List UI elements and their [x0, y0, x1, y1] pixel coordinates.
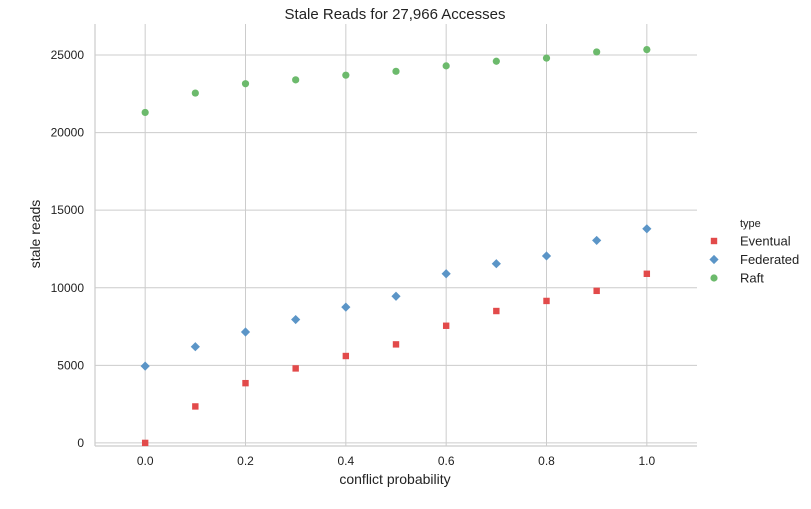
raft-point — [492, 57, 500, 65]
eventual-point — [141, 439, 149, 447]
federated-legend-marker — [709, 254, 719, 265]
federated-point — [190, 342, 200, 352]
raft-point — [342, 71, 350, 79]
federated-point — [341, 302, 351, 312]
y-tick-labels: 0 5000 10000 15000 20000 25000 — [51, 48, 85, 450]
x-tick-label: 0.8 — [538, 454, 555, 468]
x-axis-title: conflict probability — [339, 471, 450, 487]
raft-point — [392, 67, 400, 75]
eventual-point — [442, 322, 450, 329]
raft-point — [593, 48, 601, 56]
eventual-legend-label: Eventual — [740, 234, 791, 249]
raft-point — [542, 54, 551, 62]
federated-point — [240, 327, 251, 337]
x-tick-label: 1.0 — [638, 454, 655, 468]
raft-point — [442, 62, 450, 70]
chart-title: Stale Reads for 27,966 Accesses — [285, 6, 506, 23]
legend: type Eventual Federated Raft — [709, 218, 799, 286]
eventual-legend-marker — [710, 237, 718, 245]
grid-lines — [95, 24, 697, 446]
eventual-point — [543, 297, 550, 305]
federated-point — [541, 251, 552, 261]
y-axis-title: stale reads — [27, 200, 43, 268]
raft-point — [643, 45, 651, 54]
x-tick-labels: 0.0 0.2 0.4 0.6 0.8 1.0 — [137, 454, 656, 468]
eventual-point — [493, 307, 500, 315]
eventual-point — [593, 287, 600, 295]
x-tick-label: 0.4 — [337, 454, 354, 468]
raft-legend-marker — [710, 274, 718, 282]
raft-point — [141, 108, 149, 117]
x-tick-label: 0.2 — [237, 454, 254, 468]
raft-point — [292, 76, 300, 84]
federated-point — [441, 269, 451, 279]
federated-point — [140, 361, 150, 371]
eventual-point — [292, 365, 299, 372]
x-tick-label: 0.6 — [438, 454, 455, 468]
raft-point — [241, 80, 250, 88]
eventual-point — [342, 352, 350, 360]
eventual-point — [242, 379, 249, 387]
y-tick-label: 25000 — [51, 48, 85, 62]
y-tick-label: 10000 — [51, 281, 85, 295]
y-tick-label: 5000 — [57, 358, 84, 372]
raft-point — [191, 89, 199, 97]
y-tick-label: 15000 — [51, 203, 85, 217]
federated-point — [592, 235, 602, 246]
eventual-point — [392, 341, 400, 348]
eventual-point — [192, 403, 199, 410]
federated-point — [491, 259, 501, 269]
federated-point — [642, 224, 652, 234]
raft-legend-label: Raft — [740, 271, 764, 286]
axes — [94, 24, 697, 447]
federated-point — [391, 291, 401, 301]
federated-legend-label: Federated — [740, 252, 799, 267]
y-tick-label: 20000 — [51, 126, 85, 140]
y-tick-label: 0 — [77, 436, 84, 450]
data-points — [140, 45, 652, 447]
legend-title: type — [740, 218, 761, 230]
x-tick-label: 0.0 — [137, 454, 154, 468]
federated-point — [291, 314, 301, 325]
eventual-point — [643, 270, 651, 277]
